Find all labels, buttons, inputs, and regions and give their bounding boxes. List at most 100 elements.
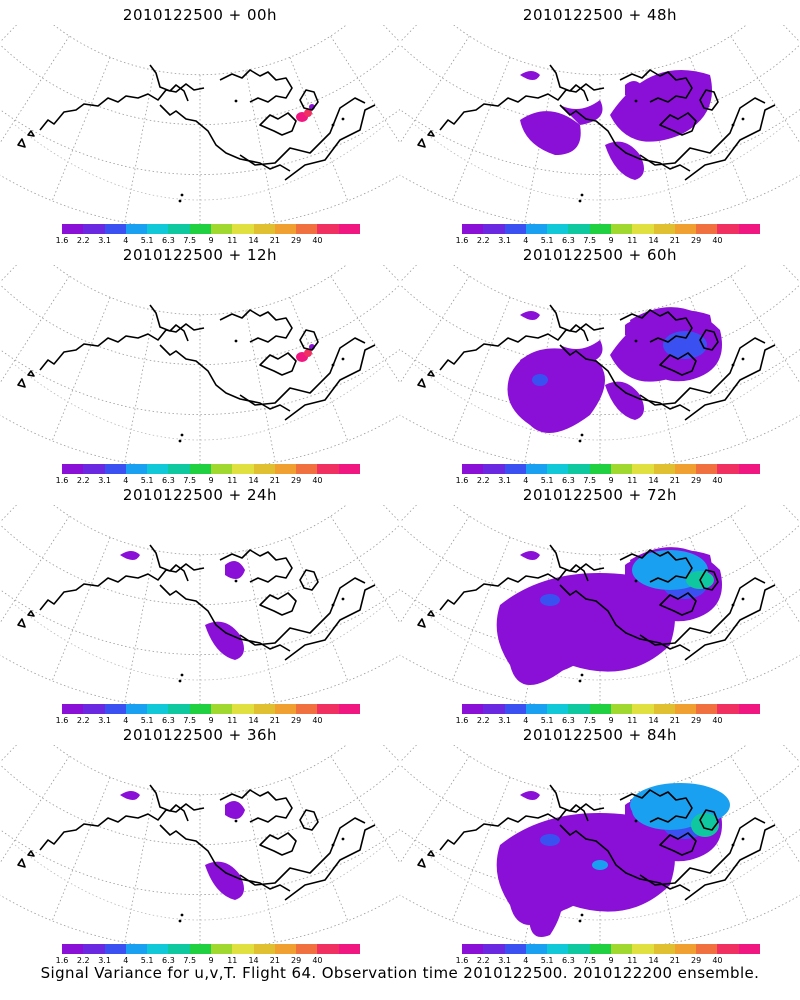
colorbar-label: 7.5 [583,476,597,485]
lat-lon-grid [0,25,400,230]
colorbar-label: 1.6 [455,956,469,965]
colorbar-swatch [125,944,148,954]
colorbar-swatch [738,464,760,474]
colorbar-label: 21 [269,956,280,965]
colorbar-swatch [568,944,590,954]
colorbar-label: 7.5 [583,236,597,245]
coastlines [417,784,776,923]
colorbar-label: 9 [608,716,614,725]
colorbar-label: 5.1 [140,476,154,485]
colorbar-label: 6.3 [562,956,575,965]
colorbar-label: 1.6 [455,476,469,485]
map-panel: 2010122500 + 00h 1.6 2.2 3.1 4 5.1 6.3 7.5 9 11 14… [0,0,400,245]
polar-map [400,745,800,950]
colorbar-labels: 1.6 2.2 3.1 4 5.1 6.3 7.5 9 11 14 21 29 40 [55,476,355,486]
colorbar-swatch [504,704,526,714]
colorbar-swatch [296,704,318,714]
colorbar-swatch [232,464,254,474]
colorbar-swatch [504,464,526,474]
lat-lon-grid [0,505,400,710]
colorbar-swatch [483,704,505,714]
colorbar-swatch [253,224,275,234]
colorbar-swatch [674,464,697,474]
colorbar-label: 9 [608,956,614,965]
colorbar-swatch [125,224,148,234]
colorbar-swatch [147,224,169,234]
variance-shading [520,70,712,180]
colorbar-swatch [696,944,718,954]
coastlines [417,64,776,203]
colorbar-label: 21 [669,716,680,725]
colorbar-swatch [62,224,84,234]
colorbar-label: 5.1 [540,236,554,245]
colorbar-swatch [168,704,190,714]
colorbar-label: 11 [627,476,638,485]
variance-shading [296,344,315,362]
colorbar-swatch [253,704,275,714]
colorbar-swatch [232,224,254,234]
colorbar-label: 40 [312,956,323,965]
colorbar-swatch [274,944,297,954]
map-panel: 2010122500 + 48h 1.6 2.2 3.1 4 5.1 6.3 7.5 9 11 14… [400,0,800,245]
variance-shading [120,551,245,660]
coastlines [417,544,776,683]
colorbar-swatch [317,464,339,474]
colorbar-label: 7.5 [183,236,197,245]
colorbar-swatch [462,704,484,714]
colorbar-swatch [504,944,526,954]
polar-map [400,505,800,710]
colorbar-swatch [653,944,675,954]
colorbar-label: 4 [123,716,129,725]
colorbar [462,224,760,234]
polar-map [0,505,400,710]
colorbar-swatch [568,704,590,714]
map-panel: 2010122500 + 12h 1.6 2.2 3.1 4 5.1 6.3 7.5 9 11 14… [0,240,400,485]
colorbar-label: 11 [227,956,238,965]
colorbar-label: 14 [648,956,659,965]
colorbar-label: 21 [269,236,280,245]
colorbar-swatch [83,464,105,474]
colorbar-label: 6.3 [562,236,575,245]
colorbar-swatch [168,464,190,474]
colorbar-swatch [62,704,84,714]
panel-title: 2010122500 + 72h [522,486,678,504]
lat-lon-grid [0,745,400,950]
colorbar-swatch [83,944,105,954]
colorbar-swatch [632,944,654,954]
colorbar-swatch [589,704,611,714]
colorbar-swatch [610,944,633,954]
colorbar-label: 2.2 [76,956,90,965]
colorbar-label: 29 [291,956,302,965]
colorbar-swatch [189,704,211,714]
colorbar-label: 2.2 [76,476,90,485]
colorbar-label: 3.1 [498,236,511,245]
colorbar-label: 14 [648,476,659,485]
colorbar-swatch [253,464,275,474]
colorbar-label: 1.6 [55,716,69,725]
coastlines [17,544,376,683]
colorbar-label: 11 [227,236,238,245]
colorbar-swatch [696,464,718,474]
colorbar-label: 1.6 [55,236,69,245]
colorbar-swatch [210,704,233,714]
panel-title: 2010122500 + 12h [122,246,278,264]
colorbar-label: 40 [712,716,723,725]
colorbar-swatch [232,944,254,954]
colorbar-swatch [62,464,84,474]
coastlines [17,64,376,203]
colorbar-swatch [338,224,360,234]
colorbar-swatch [525,704,548,714]
figure-caption: Signal Variance for u,v,T. Flight 64. Ob… [40,964,760,982]
colorbar-swatch [462,224,484,234]
colorbar-label: 6.3 [562,476,575,485]
colorbar-label: 5.1 [140,236,154,245]
colorbar-swatch [632,464,654,474]
colorbar-swatch [253,944,275,954]
colorbar-label: 3.1 [98,956,111,965]
polar-map [400,265,800,470]
colorbar-swatch [338,704,360,714]
colorbar-label: 14 [648,716,659,725]
colorbar-label: 40 [312,716,323,725]
colorbar [462,944,760,954]
colorbar [62,704,360,714]
